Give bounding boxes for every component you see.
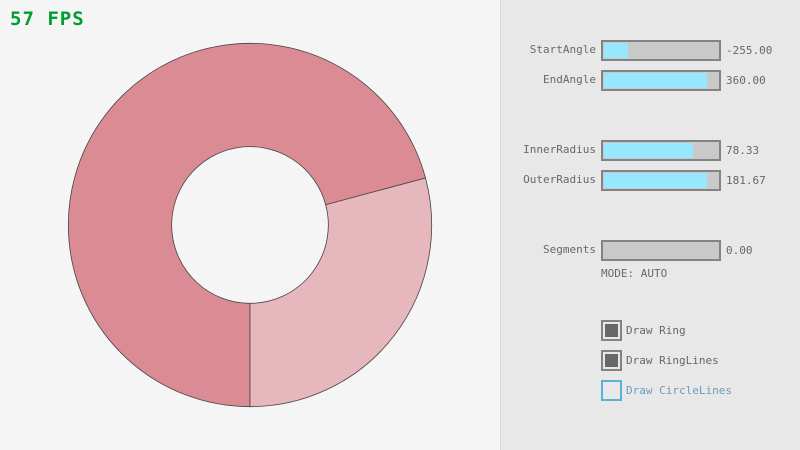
checkbox-label[interactable]: Draw CircleLines (626, 384, 732, 397)
slider-value: 78.33 (726, 144, 760, 157)
slider-fill (604, 173, 708, 188)
mode-label: MODE: AUTO (601, 267, 668, 280)
checkbox-draw-ringlines[interactable] (601, 350, 622, 371)
slider-label: InnerRadius (523, 143, 596, 156)
slider-fill (604, 43, 628, 58)
slider-innerradius[interactable] (601, 140, 721, 161)
slider-value: -255.00 (726, 44, 773, 57)
slider-fill (604, 73, 707, 88)
ring-segment-overlap (249, 177, 433, 408)
slider-endangle[interactable] (601, 70, 721, 91)
slider-fill (604, 143, 693, 158)
ring-canvas (67, 42, 433, 408)
slider-label: EndAngle (543, 73, 596, 86)
slider-value: 0.00 (726, 244, 753, 257)
slider-segments[interactable] (601, 240, 721, 261)
slider-value: 360.00 (726, 74, 766, 87)
slider-startangle[interactable] (601, 40, 721, 61)
checkbox-draw-circlelines[interactable] (601, 380, 622, 401)
checkbox-label[interactable]: Draw Ring (626, 324, 686, 337)
slider-value: 181.67 (726, 174, 766, 187)
slider-label: Segments (543, 243, 596, 256)
fps-counter: 57 FPS (10, 8, 85, 30)
ring-segment-main (67, 42, 426, 408)
checkbox-draw-ring[interactable] (601, 320, 622, 341)
slider-outerradius[interactable] (601, 170, 721, 191)
control-panel: StartAngle -255.00 EndAngle 360.00 InnerRa… (500, 0, 800, 450)
slider-label: StartAngle (529, 43, 596, 56)
slider-label: OuterRadius (523, 173, 596, 186)
checkbox-label[interactable]: Draw RingLines (626, 354, 719, 367)
